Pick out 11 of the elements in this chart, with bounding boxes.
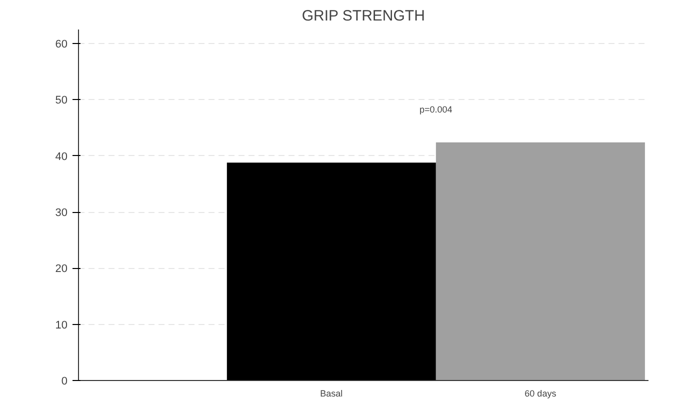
annotation: p=0.004	[420, 104, 452, 114]
x-tick-label: 60 days	[524, 388, 557, 398]
chart-title: GRIP STRENGTH	[302, 8, 425, 24]
x-tick-label: Basal	[320, 388, 343, 398]
y-tick-label: 60	[55, 38, 68, 51]
y-tick-label: 10	[55, 319, 68, 332]
y-tick-label: 20	[55, 263, 68, 276]
y-tick-label: 30	[55, 207, 68, 220]
y-tick-label: 0	[61, 376, 68, 388]
y-tick-label: 40	[55, 150, 68, 163]
y-tick-label: 50	[55, 94, 68, 107]
